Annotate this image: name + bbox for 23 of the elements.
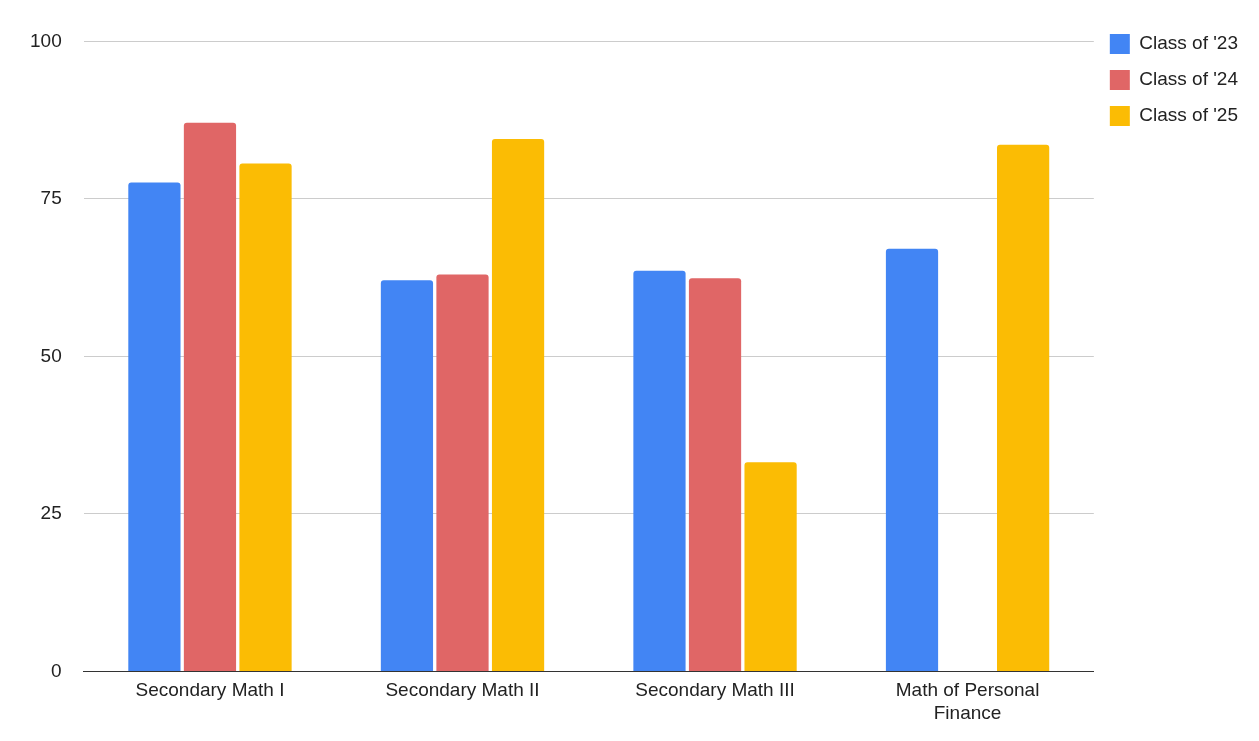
bar [239, 163, 292, 671]
y-tick-label: 50 [40, 344, 62, 366]
bar [491, 139, 545, 671]
x-tick-label: Secondary Math I [135, 679, 285, 701]
bar [380, 280, 434, 671]
x-tick-label: Math of Personal Finance [895, 679, 1040, 723]
x-tick-label: Secondary Math III [635, 679, 795, 701]
bar [744, 462, 797, 671]
bar [436, 274, 489, 671]
bar [633, 270, 686, 671]
y-tick-label: 0 [51, 659, 62, 681]
bar [997, 144, 1050, 671]
bar [183, 122, 237, 671]
y-tick-label: 100 [30, 29, 62, 51]
y-tick-label: 25 [40, 502, 62, 524]
legend-label: Class of '25 [1139, 104, 1239, 126]
legend-label: Class of '24 [1139, 68, 1239, 90]
legend-label: Class of '23 [1139, 32, 1239, 54]
bar [688, 278, 742, 671]
bar [128, 182, 181, 671]
bar [885, 248, 939, 671]
x-tick-label: Secondary Math II [385, 679, 540, 701]
y-tick-label: 75 [40, 187, 62, 209]
